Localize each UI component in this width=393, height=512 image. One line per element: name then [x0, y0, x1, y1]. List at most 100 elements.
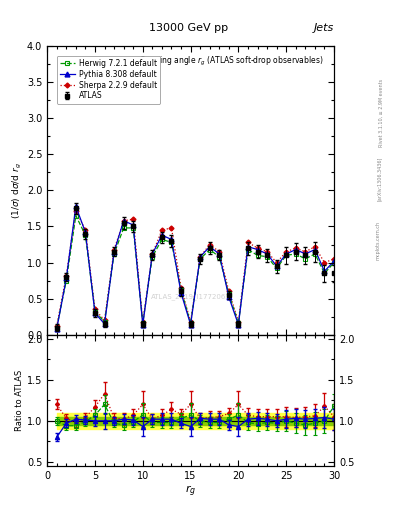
Pythia 8.308 default	[322, 268, 327, 274]
Y-axis label: Ratio to ATLAS: Ratio to ATLAS	[15, 370, 24, 431]
Herwig 7.2.1 default	[83, 232, 88, 238]
Sherpa 2.2.9 default	[73, 207, 78, 214]
Text: Opening angle $r_g$ (ATLAS soft-drop observables): Opening angle $r_g$ (ATLAS soft-drop obs…	[139, 55, 323, 68]
Sherpa 2.2.9 default	[140, 318, 145, 325]
Text: [arXiv:1306.3436]: [arXiv:1306.3436]	[377, 157, 382, 201]
Herwig 7.2.1 default	[188, 320, 193, 326]
Sherpa 2.2.9 default	[303, 249, 308, 255]
Herwig 7.2.1 default	[217, 254, 222, 260]
Pythia 8.308 default	[54, 326, 59, 332]
Sherpa 2.2.9 default	[332, 256, 336, 262]
Sherpa 2.2.9 default	[169, 225, 174, 231]
Sherpa 2.2.9 default	[131, 216, 136, 222]
Pythia 8.308 default	[284, 251, 288, 257]
Sherpa 2.2.9 default	[322, 260, 327, 266]
Text: ATLAS_2019_I1772062: ATLAS_2019_I1772062	[151, 293, 230, 300]
Line: Herwig 7.2.1 default: Herwig 7.2.1 default	[54, 213, 336, 330]
Herwig 7.2.1 default	[198, 256, 202, 262]
Pythia 8.308 default	[64, 275, 69, 282]
Sherpa 2.2.9 default	[179, 285, 184, 291]
Sherpa 2.2.9 default	[160, 227, 164, 233]
Pythia 8.308 default	[112, 249, 116, 255]
Herwig 7.2.1 default	[322, 270, 327, 276]
Sherpa 2.2.9 default	[246, 239, 250, 245]
Herwig 7.2.1 default	[140, 320, 145, 326]
Sherpa 2.2.9 default	[255, 245, 260, 251]
Sherpa 2.2.9 default	[54, 323, 59, 329]
Herwig 7.2.1 default	[284, 252, 288, 259]
Pythia 8.308 default	[121, 218, 126, 224]
Pythia 8.308 default	[217, 251, 222, 257]
Herwig 7.2.1 default	[332, 260, 336, 266]
Herwig 7.2.1 default	[246, 246, 250, 252]
Sherpa 2.2.9 default	[226, 288, 231, 294]
Pythia 8.308 default	[265, 251, 270, 257]
Pythia 8.308 default	[294, 246, 298, 252]
Pythia 8.308 default	[208, 244, 212, 250]
Pythia 8.308 default	[93, 310, 97, 316]
Herwig 7.2.1 default	[226, 291, 231, 297]
Line: Pythia 8.308 default: Pythia 8.308 default	[54, 204, 336, 331]
Pythia 8.308 default	[236, 322, 241, 328]
Pythia 8.308 default	[274, 263, 279, 269]
Herwig 7.2.1 default	[312, 251, 317, 257]
Herwig 7.2.1 default	[150, 254, 155, 260]
Sherpa 2.2.9 default	[102, 317, 107, 324]
Herwig 7.2.1 default	[102, 318, 107, 325]
Pythia 8.308 default	[83, 229, 88, 236]
Sherpa 2.2.9 default	[294, 245, 298, 251]
Sherpa 2.2.9 default	[236, 318, 241, 325]
Sherpa 2.2.9 default	[208, 242, 212, 248]
Herwig 7.2.1 default	[294, 251, 298, 257]
Y-axis label: $(1/\sigma)\ \mathrm{d}\sigma/\mathrm{d}\ r_g$: $(1/\sigma)\ \mathrm{d}\sigma/\mathrm{d}…	[11, 162, 24, 219]
Sherpa 2.2.9 default	[198, 254, 202, 260]
Text: Rivet 3.1.10, ≥ 2.9M events: Rivet 3.1.10, ≥ 2.9M events	[379, 78, 384, 147]
Sherpa 2.2.9 default	[312, 244, 317, 250]
Pythia 8.308 default	[312, 246, 317, 252]
Sherpa 2.2.9 default	[188, 318, 193, 325]
Pythia 8.308 default	[226, 294, 231, 300]
Herwig 7.2.1 default	[54, 325, 59, 331]
Herwig 7.2.1 default	[112, 251, 116, 257]
Pythia 8.308 default	[303, 251, 308, 257]
Pythia 8.308 default	[73, 203, 78, 209]
Sherpa 2.2.9 default	[112, 246, 116, 252]
Herwig 7.2.1 default	[236, 320, 241, 326]
X-axis label: $r_g$: $r_g$	[185, 483, 196, 499]
Herwig 7.2.1 default	[93, 309, 97, 315]
Pythia 8.308 default	[188, 322, 193, 328]
Pythia 8.308 default	[102, 321, 107, 327]
Herwig 7.2.1 default	[121, 225, 126, 231]
Herwig 7.2.1 default	[64, 278, 69, 284]
Legend: Herwig 7.2.1 default, Pythia 8.308 default, Sherpa 2.2.9 default, ATLAS: Herwig 7.2.1 default, Pythia 8.308 defau…	[57, 56, 160, 103]
Herwig 7.2.1 default	[255, 252, 260, 259]
Sherpa 2.2.9 default	[83, 227, 88, 233]
Herwig 7.2.1 default	[73, 212, 78, 219]
Sherpa 2.2.9 default	[284, 249, 288, 255]
Pythia 8.308 default	[255, 246, 260, 252]
Sherpa 2.2.9 default	[121, 218, 126, 224]
Sherpa 2.2.9 default	[64, 272, 69, 279]
Sherpa 2.2.9 default	[217, 249, 222, 255]
Pythia 8.308 default	[150, 251, 155, 257]
Pythia 8.308 default	[246, 244, 250, 250]
Text: 13000 GeV pp: 13000 GeV pp	[149, 23, 228, 33]
Pythia 8.308 default	[179, 290, 184, 296]
Pythia 8.308 default	[140, 322, 145, 328]
Pythia 8.308 default	[160, 232, 164, 238]
Pythia 8.308 default	[169, 237, 174, 243]
Herwig 7.2.1 default	[208, 246, 212, 252]
Herwig 7.2.1 default	[160, 237, 164, 243]
Sherpa 2.2.9 default	[265, 249, 270, 255]
Sherpa 2.2.9 default	[93, 306, 97, 312]
Herwig 7.2.1 default	[303, 256, 308, 262]
Herwig 7.2.1 default	[169, 239, 174, 245]
Pythia 8.308 default	[332, 258, 336, 264]
Herwig 7.2.1 default	[274, 265, 279, 271]
Pythia 8.308 default	[131, 222, 136, 228]
Text: mcplots.cern.ch: mcplots.cern.ch	[376, 221, 380, 260]
Sherpa 2.2.9 default	[274, 260, 279, 266]
Herwig 7.2.1 default	[131, 225, 136, 231]
Sherpa 2.2.9 default	[150, 251, 155, 257]
Pythia 8.308 default	[198, 254, 202, 260]
